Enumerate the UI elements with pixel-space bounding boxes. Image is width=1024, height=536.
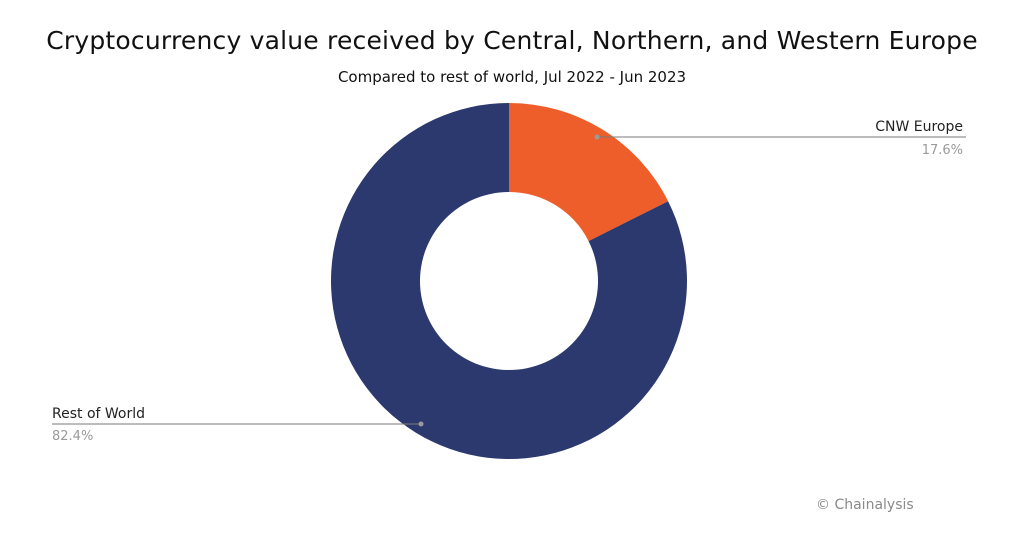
label-cnw-europe: CNW Europe (875, 119, 963, 135)
leader-dot-rest-of-world (418, 421, 424, 427)
chart-subtitle: Compared to rest of world, Jul 2022 - Ju… (337, 68, 687, 86)
leader-dot-cnw-europe (594, 134, 600, 140)
value-rest-of-world: 82.4% (52, 429, 93, 444)
donut-slices (331, 103, 687, 459)
label-rest-of-world: Rest of World (52, 406, 145, 422)
value-cnw-europe: 17.6% (922, 143, 963, 158)
chainalysis-credit: © Chainalysis (816, 497, 914, 513)
chart-title: Cryptocurrency value received by Central… (46, 26, 978, 55)
slice-cnw-europe (509, 103, 669, 242)
slice-rest-of-world (331, 103, 687, 459)
callout-cnw-europe: CNW Europe 17.6% (594, 119, 966, 158)
callout-rest-of-world: Rest of World 82.4% (52, 406, 424, 444)
